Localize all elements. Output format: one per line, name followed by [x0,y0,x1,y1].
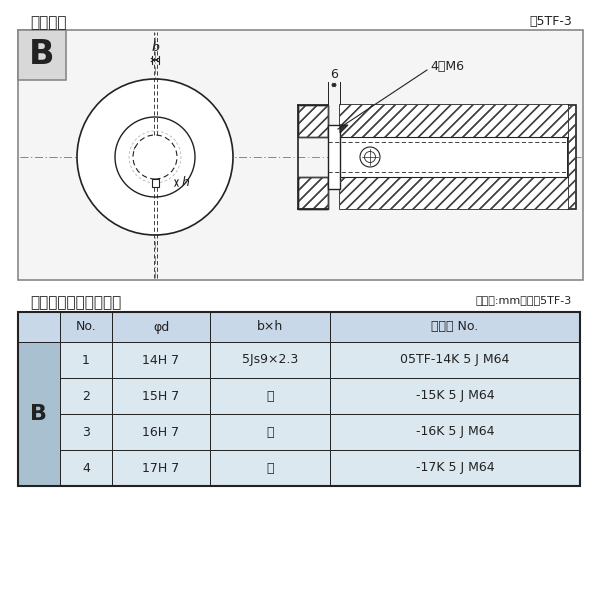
Bar [151,179,158,187]
Bar [210,450,330,486]
Bar [60,414,112,450]
Bar [330,342,580,378]
Bar [112,378,210,414]
Text: B: B [31,404,47,424]
Text: 図5TF-3: 図5TF-3 [529,15,572,28]
Bar [210,378,330,414]
Text: B: B [29,38,55,71]
Bar [210,414,330,450]
Circle shape [133,135,177,179]
Bar [340,177,568,209]
Text: -17K 5 J M64: -17K 5 J M64 [416,461,494,475]
Bar [298,177,328,209]
Text: 14H 7: 14H 7 [142,353,179,367]
Bar [340,177,568,209]
Text: 1: 1 [82,353,90,367]
Text: （単位:mm）　表5TF-3: （単位:mm） 表5TF-3 [476,295,572,305]
Bar [340,105,568,209]
Bar [330,414,580,450]
Text: 3: 3 [82,425,90,439]
Bar [112,414,210,450]
Bar [18,30,583,280]
Text: コード No.: コード No. [431,320,479,334]
Text: φd: φd [133,144,147,154]
Bar [340,105,568,137]
Polygon shape [340,125,348,133]
Circle shape [115,117,195,197]
Bar [112,312,210,342]
Bar [112,450,210,486]
Bar [330,450,580,486]
Text: 17H 7: 17H 7 [142,461,179,475]
Bar [298,105,328,137]
Bar [330,378,580,414]
Bar [568,105,576,209]
Text: 4: 4 [82,461,90,475]
Circle shape [77,79,233,235]
Bar [60,378,112,414]
Bar [328,125,340,189]
Text: 15H 7: 15H 7 [142,389,179,403]
Bar [298,177,328,209]
Bar [18,312,580,486]
Bar [60,312,112,342]
Text: b: b [151,41,159,54]
Text: No.: No. [76,320,97,334]
Text: 5Js9×2.3: 5Js9×2.3 [242,353,298,367]
Text: -16K 5 J M64: -16K 5 J M64 [416,425,494,439]
Text: -15K 5 J M64: -15K 5 J M64 [416,389,494,403]
Text: 軸穴形状: 軸穴形状 [30,15,67,30]
Text: b×h: b×h [257,320,283,334]
Bar [18,342,60,486]
Text: 4－M6: 4－M6 [430,61,464,73]
Text: 〃: 〃 [266,461,274,475]
Text: 05TF-14K 5 J M64: 05TF-14K 5 J M64 [400,353,509,367]
Circle shape [365,151,376,163]
Bar [340,105,568,137]
Bar [60,450,112,486]
Bar [298,105,328,137]
Bar [568,105,576,209]
Text: 〃: 〃 [266,389,274,403]
Bar [60,342,112,378]
Circle shape [360,147,380,167]
Bar [18,312,60,342]
Text: 〃: 〃 [266,425,274,439]
Bar [210,342,330,378]
Text: 軸穴形状コードー覧表: 軸穴形状コードー覧表 [30,295,121,310]
Text: φd: φd [153,320,169,334]
Text: 6: 6 [330,68,338,81]
Bar [112,342,210,378]
Text: 2: 2 [82,389,90,403]
Bar [330,312,580,342]
Text: 16H 7: 16H 7 [142,425,179,439]
Bar [18,30,66,80]
Bar [210,312,330,342]
Text: h: h [182,176,190,190]
